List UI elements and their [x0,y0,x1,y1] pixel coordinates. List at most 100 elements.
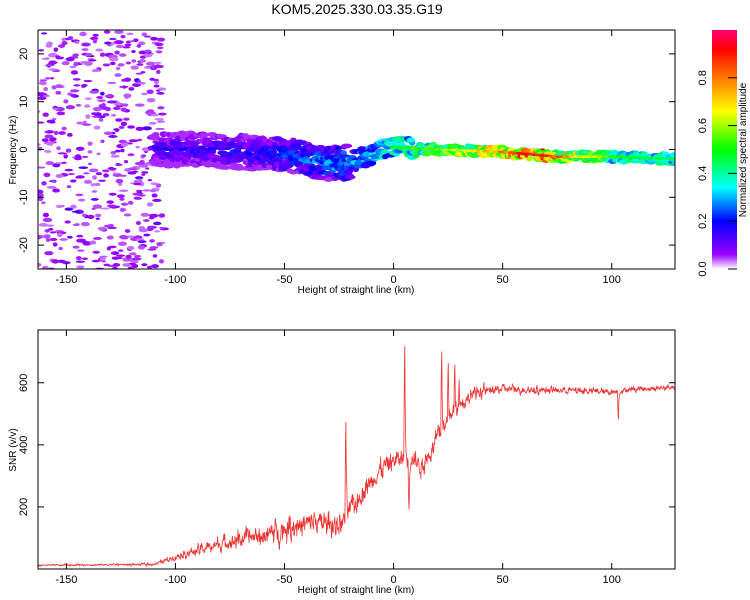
noise-cell [52,242,58,247]
colorbar-tick-label: 0.6 [697,118,709,133]
noise-cell [115,178,124,184]
noise-cell [76,121,85,125]
trace-cell [297,140,308,146]
noise-cell [74,40,80,44]
snr-x-tick-label: -50 [277,574,293,586]
noise-cell [67,235,73,239]
noise-cell [63,154,68,159]
trace-cell [355,159,362,165]
noise-cell [38,197,44,202]
spectrogram-x-ticks: -150 -100 -50 0 50 100 [55,30,621,286]
noise-cell [146,89,154,95]
noise-cell [45,238,51,242]
trace-cell [197,147,210,153]
noise-cell [40,80,46,84]
noise-cell [141,32,148,37]
noise-cell [57,259,66,264]
noise-cell [95,213,102,218]
noise-cell [146,97,156,103]
noise-cell [118,189,129,193]
noise-cell [154,61,162,65]
noise-cell [66,132,73,137]
trace-cell [347,173,355,179]
noise-cell [99,255,108,258]
noise-cell [120,148,125,153]
noise-cell [64,168,74,172]
noise-cell [77,249,85,252]
noise-cell [43,234,51,239]
noise-cell [70,179,77,183]
noise-cell [76,234,84,238]
noise-cell [48,227,54,231]
noise-cell [41,265,49,269]
noise-cell [117,63,125,67]
noise-cell [113,40,124,45]
spectrogram-x-axis-label: Height of straight line (km) [298,285,415,296]
spectrogram-x-tick-label: -50 [277,274,293,286]
trace-cell [219,165,231,170]
noise-cell [99,52,106,57]
noise-cell [101,169,110,173]
noise-cell [120,34,126,39]
noise-cell [133,254,142,258]
noise-cell [55,55,61,60]
noise-cell [38,96,47,101]
colorbar-tick-label: 0.4 [697,166,709,181]
noise-cell [43,172,51,178]
noise-cell [116,256,123,260]
noise-cell [61,61,70,66]
spectrogram-x-tick-label: -100 [164,274,186,286]
trace-cell [149,135,161,141]
noise-cell [91,112,98,116]
noise-cell [117,249,124,252]
noise-cell [149,189,156,193]
noise-cell [141,173,146,176]
noise-cell [131,257,142,261]
noise-cell [134,103,145,107]
noise-cell [120,202,129,206]
noise-cell [101,102,106,107]
trace-cell [227,141,236,147]
noise-cell [137,245,145,250]
noise-cell [145,167,150,170]
noise-cell [91,115,102,118]
noise-cell [120,143,129,147]
noise-cell [110,251,120,255]
noise-cell [142,219,150,222]
noise-cell [114,30,124,34]
noise-cell [58,246,63,251]
trace-cell [151,132,160,137]
trace-cell [234,165,245,171]
noise-cell [128,252,137,256]
noise-cell [133,196,140,200]
noise-cell [157,112,167,116]
noise-cell [118,53,127,57]
noise-cell [135,221,142,226]
noise-cell [150,182,159,186]
noise-cell [115,44,125,49]
noise-cell [43,141,54,145]
noise-cell [142,126,152,131]
noise-cell [61,37,67,42]
noise-cell [83,104,91,108]
noise-cell [135,238,145,241]
noise-cell [158,259,164,264]
noise-cell [141,263,148,267]
spectrogram-x-tick-label: 0 [391,274,397,286]
noise-cell [124,160,129,164]
noise-cell [119,207,126,212]
noise-cell [92,204,103,209]
noise-cell [127,125,135,129]
noise-cell [129,40,136,43]
noise-cell [100,257,106,261]
noise-cell [81,48,89,51]
noise-cell [125,254,132,259]
snr-x-tick-label: 0 [391,574,397,586]
noise-cell [46,41,53,46]
noise-cell [46,119,56,124]
snr-frame [37,329,676,570]
noise-cell [146,202,154,207]
noise-cell [152,198,162,202]
noise-cell [70,70,79,75]
